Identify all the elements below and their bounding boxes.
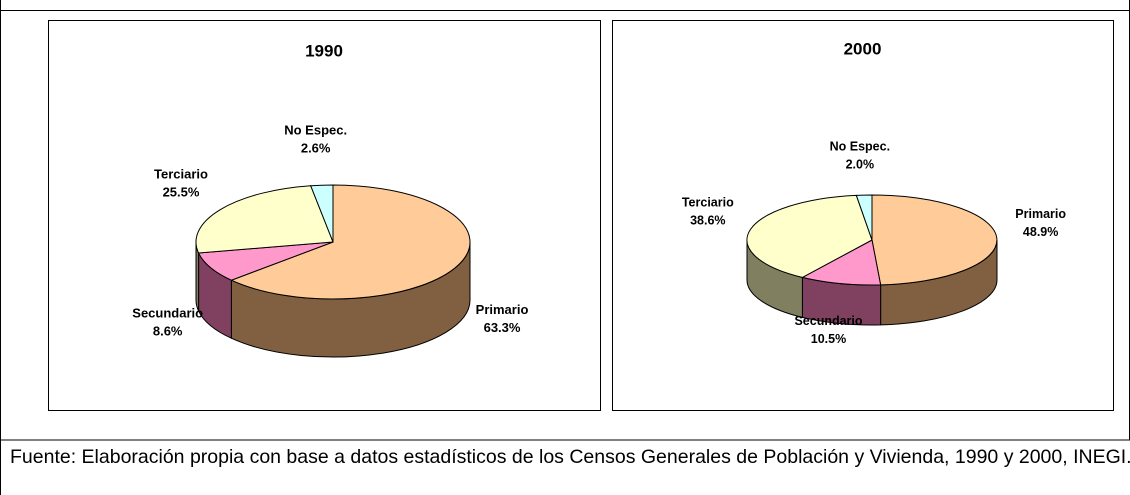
pie-slice [195, 185, 334, 254]
chart-title: 2000 [844, 39, 882, 58]
value-label: 25.5% [163, 185, 200, 200]
category-label: Primario [476, 302, 529, 317]
category-label: Secundario [132, 305, 203, 320]
category-label: Terciario [682, 195, 734, 209]
pie-slice [310, 184, 334, 243]
value-label: 8.6% [153, 323, 183, 338]
pie-slice [746, 194, 873, 278]
category-label: Primario [1015, 207, 1066, 221]
chart-title: 1990 [305, 41, 343, 60]
charts: 1990 Primario 63.3% Secundario 8.6% Terciario… [48, 20, 1114, 411]
pie-slice [800, 239, 882, 286]
value-label: 38.6% [690, 213, 725, 227]
category-label: No Espec. [284, 122, 347, 137]
value-label: 10.5% [811, 332, 846, 346]
category-label: Terciario [154, 167, 208, 182]
value-label: 48.9% [1023, 225, 1058, 239]
value-label: 63.3% [484, 320, 521, 335]
pie-slice [871, 194, 998, 286]
pie-slice [855, 194, 873, 241]
source-note: Fuente: Elaboración propia con base a da… [10, 446, 1130, 468]
category-label: Secundario [794, 314, 862, 328]
pie-slice [230, 184, 471, 300]
value-label: 2.6% [301, 140, 331, 155]
category-label: No Espec. [830, 140, 890, 154]
value-label: 2.0% [846, 158, 875, 172]
